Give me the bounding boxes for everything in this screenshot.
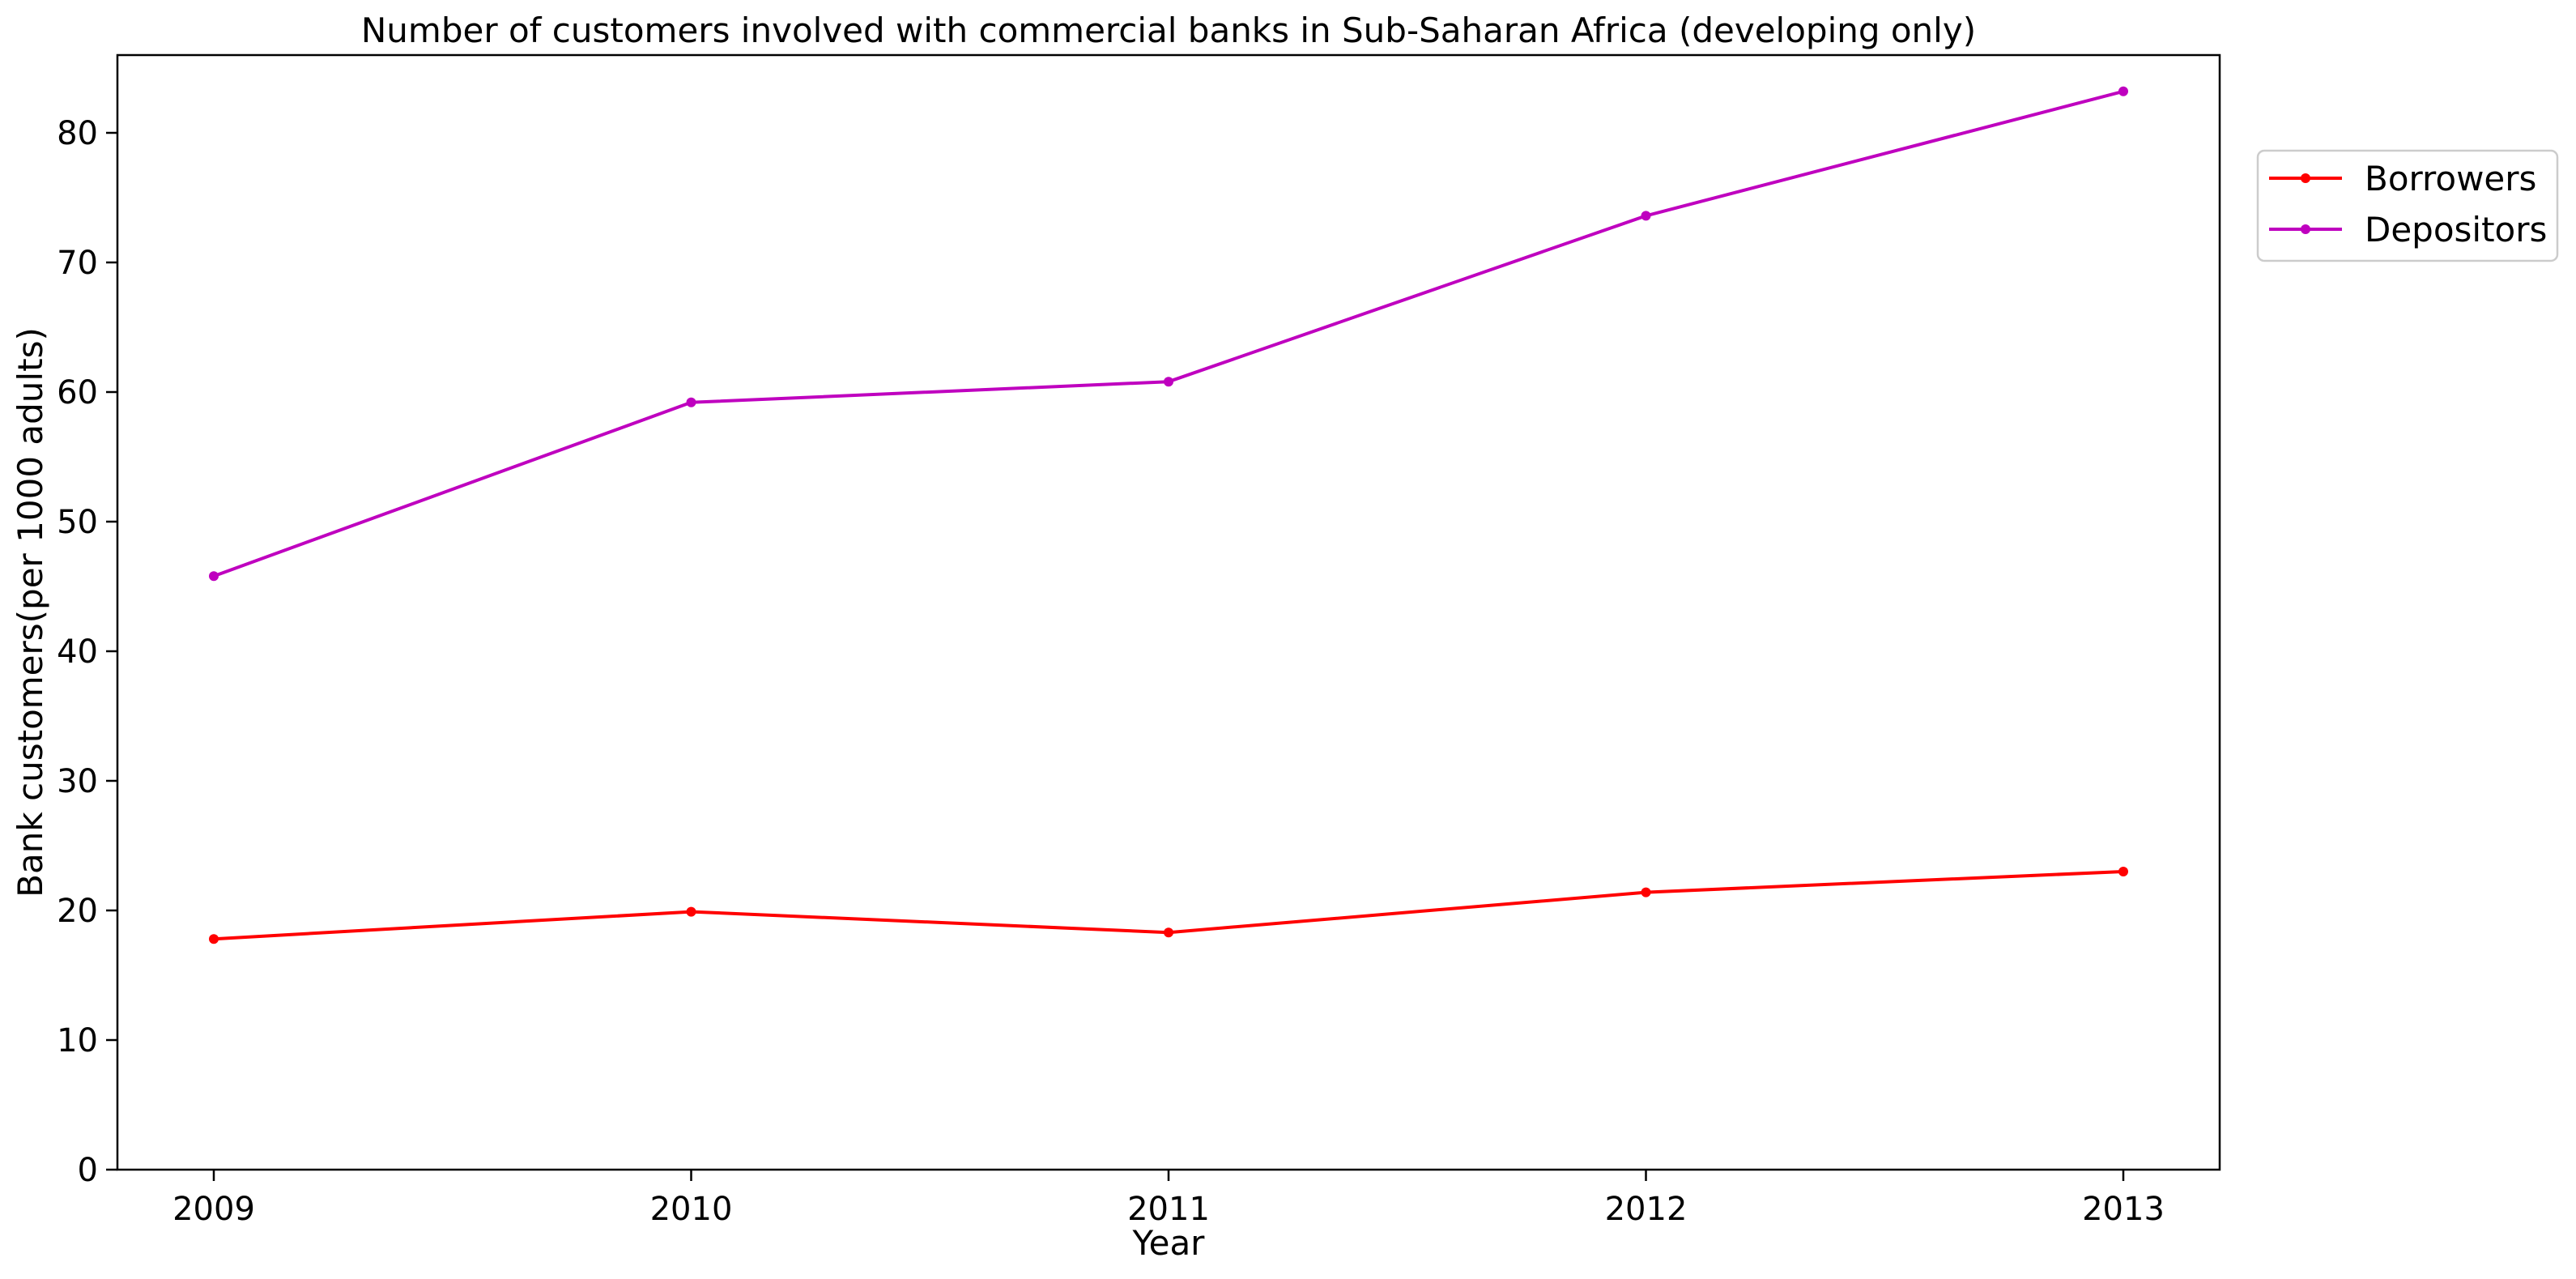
x-tick-label: 2011 [1127,1191,1210,1228]
x-axis: 2009 2010 2011 2012 2013 [172,1170,2165,1228]
data-point-depositors [686,397,696,407]
y-tick-label: 0 [78,1152,98,1189]
legend-marker [2301,224,2310,234]
y-tick-label: 40 [57,633,98,671]
y-tick-label: 20 [57,893,98,930]
y-tick-label: 80 [57,115,98,152]
data-point-depositors [2118,86,2128,96]
x-tick-label: 2009 [172,1191,255,1228]
x-axis-label: Year [1132,1223,1206,1263]
data-point-borrowers [209,934,219,944]
legend-label: Borrowers [2365,159,2536,198]
legend-marker [2301,173,2310,183]
plot-area [209,86,2128,944]
y-axis: 0 10 20 30 40 50 60 70 80 [57,115,117,1189]
y-tick-label: 70 [57,245,98,282]
data-point-depositors [1641,211,1651,221]
data-point-depositors [1164,377,1173,387]
data-point-depositors [209,571,219,582]
legend: Borrowers Depositors [2256,149,2559,262]
data-point-borrowers [1164,927,1173,938]
x-tick-label: 2010 [650,1191,733,1228]
y-tick-label: 10 [57,1022,98,1059]
data-point-borrowers [1641,887,1651,897]
y-tick-label: 60 [57,374,98,411]
x-tick-label: 2013 [2082,1191,2165,1228]
chart-title: Number of customers involved with commer… [361,11,1976,50]
data-point-borrowers [2118,867,2128,876]
y-tick-label: 30 [57,763,98,800]
x-tick-label: 2012 [1605,1191,1688,1228]
data-point-borrowers [686,906,696,917]
legend-label: Depositors [2365,210,2547,249]
plot-frame [116,53,2221,1171]
series-line-depositors [213,89,2124,578]
y-tick-label: 50 [57,504,98,541]
y-axis-label: Bank customers(per 1000 adults) [11,327,50,897]
